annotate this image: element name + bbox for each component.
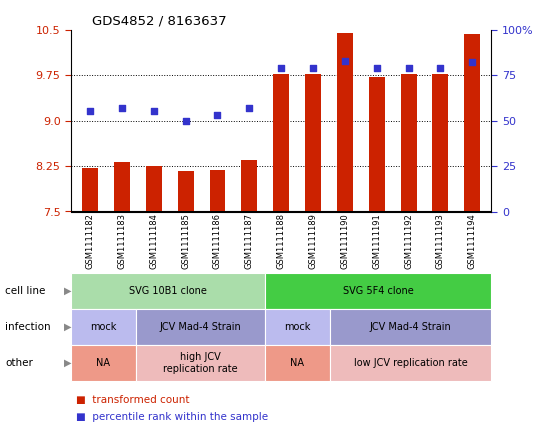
Point [372,64,381,71]
Point [404,64,413,71]
Bar [401,74,417,212]
Text: cell line: cell line [5,286,46,296]
Text: NA: NA [96,358,110,368]
Text: ▶: ▶ [63,286,71,296]
Text: ■  percentile rank within the sample: ■ percentile rank within the sample [76,412,269,422]
Bar [177,171,194,212]
Bar [146,166,162,212]
Text: mock: mock [284,322,311,332]
Bar [305,74,321,212]
Point [86,108,94,115]
Text: GDS4852 / 8163637: GDS4852 / 8163637 [92,14,227,27]
Bar [337,33,353,212]
Text: SVG 5F4 clone: SVG 5F4 clone [343,286,413,296]
Bar [82,168,98,212]
Bar [432,74,448,212]
Point [213,112,222,118]
Point [308,64,317,71]
Text: JCV Mad-4 Strain: JCV Mad-4 Strain [370,322,452,332]
Text: low JCV replication rate: low JCV replication rate [354,358,467,368]
Point [181,117,190,124]
Text: high JCV
replication rate: high JCV replication rate [163,352,238,374]
Point [277,64,286,71]
Point [150,108,158,115]
Text: NA: NA [290,358,304,368]
Text: mock: mock [90,322,116,332]
Text: other: other [5,358,33,368]
Bar [210,170,225,212]
Text: JCV Mad-4 Strain: JCV Mad-4 Strain [159,322,241,332]
Point [468,59,477,66]
Text: infection: infection [5,322,51,332]
Point [117,104,126,111]
Bar [273,74,289,212]
Point [436,64,445,71]
Bar [114,162,130,212]
Bar [369,77,385,212]
Text: SVG 10B1 clone: SVG 10B1 clone [129,286,207,296]
Text: ▶: ▶ [63,358,71,368]
Text: ■  transformed count: ■ transformed count [76,395,190,405]
Point [245,104,254,111]
Bar [464,34,480,212]
Text: ▶: ▶ [63,322,71,332]
Bar [241,160,257,212]
Point [341,57,349,64]
